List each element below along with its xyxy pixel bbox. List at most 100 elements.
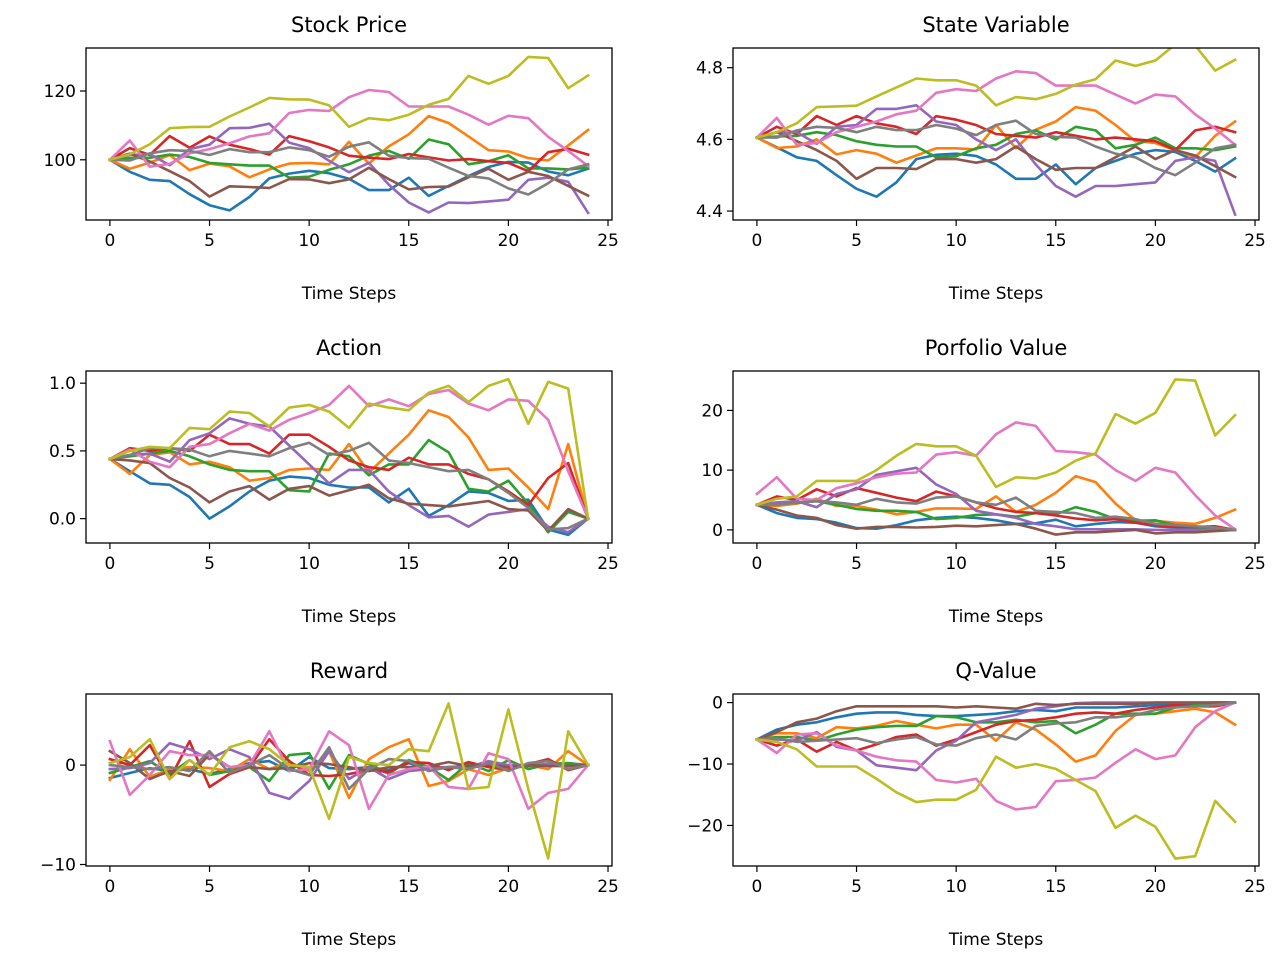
- series-line-1: [755, 701, 1237, 742]
- x-tick-label: 25: [597, 231, 619, 251]
- y-tick-label: −20: [687, 816, 723, 836]
- x-tick-label: 10: [298, 877, 320, 897]
- x-tick-label: 5: [851, 877, 862, 897]
- axes-frame: [85, 370, 613, 544]
- series-line-6: [755, 701, 1237, 742]
- series-line-1: [755, 135, 1237, 198]
- x-axis-label: Time Steps: [948, 930, 1044, 950]
- series-line-9: [108, 377, 590, 521]
- y-tick-label: 0: [712, 521, 723, 541]
- x-tick-label: 10: [298, 231, 320, 251]
- x-tick-label: 0: [104, 554, 115, 574]
- x-tick-label: 25: [1244, 231, 1266, 251]
- series-line-8: [108, 441, 590, 531]
- x-tick-label: 25: [1244, 554, 1266, 574]
- axes-frame: [732, 47, 1260, 221]
- subplot-1: 0 5 10 15 20 25 100 120 Stock Price Time Steps: [44, 13, 619, 304]
- series-line-2: [108, 408, 590, 521]
- axes-frame: [732, 693, 1260, 867]
- y-tick-label: 0.0: [49, 510, 76, 530]
- series-group: [108, 377, 590, 537]
- x-tick-label: 20: [1145, 877, 1167, 897]
- series-line-9: [755, 738, 1237, 860]
- series-line-6: [108, 749, 590, 781]
- x-tick-label: 10: [945, 554, 967, 574]
- x-tick-label: 15: [1045, 877, 1067, 897]
- subplot-5: 0 5 10 15 20 25 −10 0 Reward Time Steps: [40, 659, 619, 950]
- x-axis-label: Time Steps: [301, 930, 397, 950]
- x-tick-label: 25: [1244, 877, 1266, 897]
- subplot-title: Reward: [310, 659, 388, 683]
- x-tick-label: 0: [104, 877, 115, 897]
- y-tick-label: −10: [687, 755, 723, 775]
- subplot-title: Porfolio Value: [925, 336, 1068, 360]
- y-tick-label: 4.4: [696, 202, 723, 222]
- series-line-3: [108, 138, 590, 179]
- series-group: [755, 378, 1237, 536]
- series-line-4: [755, 114, 1237, 152]
- x-tick-label: 20: [1145, 231, 1167, 251]
- axes-frame: [85, 693, 613, 867]
- subplot-3: 0 5 10 15 20 25 0.0 0.5 1.0 Action Time Steps: [49, 336, 619, 627]
- x-tick-label: 15: [398, 554, 420, 574]
- series-line-6: [755, 503, 1237, 536]
- series-line-3: [755, 125, 1237, 159]
- series-group: [755, 48, 1237, 217]
- x-tick-label: 20: [1145, 554, 1167, 574]
- y-tick-label: −10: [40, 856, 76, 876]
- y-tick-label: 0: [65, 756, 76, 776]
- series-line-9: [108, 702, 590, 860]
- x-tick-label: 10: [945, 231, 967, 251]
- series-line-5: [108, 417, 590, 534]
- subplot-6: 0 5 10 15 20 25 −20 −10 0 Q-Value Time Steps: [687, 659, 1266, 950]
- x-tick-label: 0: [751, 554, 762, 574]
- subplot-title: Stock Price: [291, 13, 407, 37]
- series-line-4: [755, 701, 1237, 754]
- x-tick-label: 20: [498, 231, 520, 251]
- x-tick-label: 15: [398, 877, 420, 897]
- series-line-8: [108, 745, 590, 791]
- series-line-6: [755, 130, 1237, 181]
- series-line-8: [755, 701, 1237, 747]
- y-tick-label: 10: [701, 461, 723, 481]
- y-tick-label: 4.6: [696, 130, 723, 150]
- subplot-2: 0 5 10 15 20 25 4.4 4.6 4.8 State Variable Time St…: [696, 13, 1266, 304]
- x-tick-label: 20: [498, 877, 520, 897]
- x-axis-label: Time Steps: [301, 607, 397, 627]
- axes-frame: [85, 47, 613, 221]
- series-line-1: [108, 457, 590, 537]
- series-line-9: [108, 55, 590, 162]
- series-line-9: [755, 48, 1237, 140]
- x-tick-label: 25: [597, 554, 619, 574]
- x-tick-label: 10: [945, 877, 967, 897]
- x-tick-label: 5: [204, 554, 215, 574]
- y-tick-label: 1.0: [49, 374, 76, 394]
- x-tick-label: 15: [398, 231, 420, 251]
- series-line-5: [108, 122, 590, 215]
- subplot-title: Q-Value: [955, 659, 1036, 683]
- series-line-8: [755, 495, 1237, 532]
- x-tick-label: 0: [104, 231, 115, 251]
- x-tick-label: 10: [298, 554, 320, 574]
- series-line-6: [108, 457, 590, 533]
- series-line-6: [108, 152, 590, 198]
- series-line-7: [755, 70, 1237, 147]
- series-line-5: [108, 741, 590, 801]
- series-line-3: [755, 701, 1237, 743]
- subplot-title: Action: [316, 336, 382, 360]
- x-tick-label: 20: [498, 554, 520, 574]
- x-tick-label: 5: [851, 231, 862, 251]
- x-tick-label: 0: [751, 231, 762, 251]
- subplot-4: 0 5 10 15 20 25 0 10 20 Porfolio Value Time Steps: [701, 336, 1265, 627]
- series-line-7: [108, 88, 590, 168]
- series-group: [755, 700, 1237, 860]
- y-tick-label: 0.5: [49, 442, 76, 462]
- series-line-8: [108, 141, 590, 196]
- series-line-7: [755, 421, 1237, 532]
- series-line-9: [755, 378, 1237, 507]
- series-line-8: [755, 119, 1237, 177]
- x-tick-label: 15: [1045, 554, 1067, 574]
- series-line-2: [108, 114, 590, 179]
- x-tick-label: 0: [751, 877, 762, 897]
